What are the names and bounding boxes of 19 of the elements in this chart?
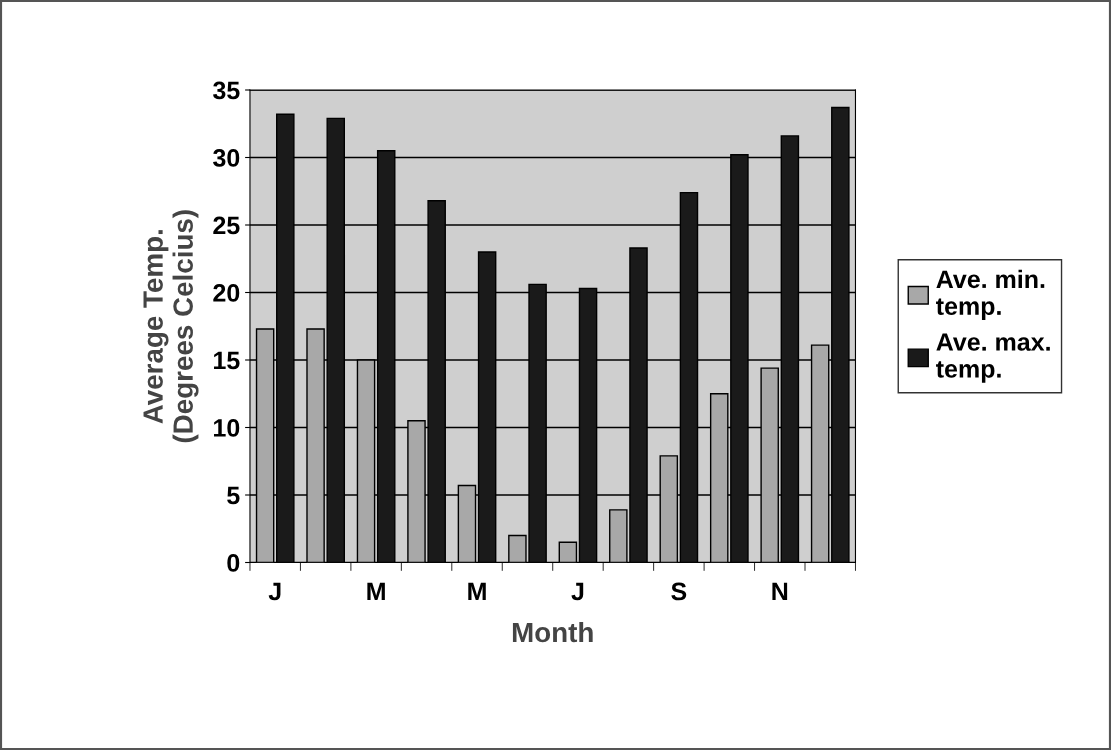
y-tick-label: 15 [214, 351, 240, 370]
x-tick-label: M [468, 582, 486, 601]
y-tick-label: 35 [213, 81, 240, 100]
y-axis-title: Average Temp. (Degrees Celcius) [143, 210, 199, 443]
bar [558, 541, 578, 563]
y-tick-label: 5 [227, 486, 240, 505]
y-tick-label: 0 [227, 554, 240, 572]
y-tick-label: 20 [213, 284, 240, 302]
x-tick-label: N [772, 582, 788, 601]
y-tick-label: 30 [213, 149, 240, 167]
x-tick-label: J [268, 582, 281, 601]
legend-label: Ave. max. temp. [936, 333, 1050, 383]
x-tick-label: S [671, 582, 687, 601]
y-tick-label: 10 [214, 419, 240, 437]
x-tick-label: M [367, 582, 385, 601]
x-axis-title: Month [512, 621, 593, 643]
x-tick-label: J [571, 582, 584, 601]
y-tick-label: 25 [213, 216, 240, 235]
legend-label: Ave. min. temp. [936, 269, 1045, 320]
